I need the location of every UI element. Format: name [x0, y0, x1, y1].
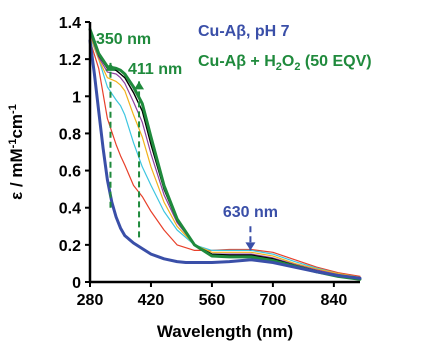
- legend-entry-h2o2-c: (50 EQV): [300, 53, 371, 70]
- x-tick-label: 700: [260, 292, 287, 309]
- series-line-intermediate: [89, 36, 361, 278]
- y-tick-label: 0.8: [59, 126, 81, 143]
- y-tick-label: 0.2: [59, 238, 81, 255]
- y-axis-title: ε / mM-1cm-1: [7, 104, 26, 200]
- y-tick-label: 1.2: [59, 52, 81, 69]
- y-tick-label: 1: [72, 89, 81, 106]
- x-tick-label: 420: [138, 292, 165, 309]
- legend-entry-h2o2-sub2: 2: [294, 61, 300, 73]
- x-tick-label: 560: [199, 292, 226, 309]
- series-layer: [88, 27, 362, 281]
- series-line-intermediate: [89, 34, 361, 278]
- legend-entry-h2o2-a: Cu-Aβ + H: [198, 53, 276, 70]
- annotation-630nm: 630 nm: [223, 204, 278, 221]
- series-line-intermediate: [89, 32, 361, 279]
- annotation-arrowhead: [245, 242, 256, 251]
- series-line-intermediate: [89, 39, 361, 277]
- annotation-arrowhead: [105, 62, 116, 71]
- x-tick-label: 280: [77, 292, 104, 309]
- y-tick-label: 0.6: [59, 164, 81, 181]
- annotation-411nm: 411 nm: [128, 61, 182, 78]
- y-tick-label: 0: [72, 275, 81, 292]
- y-tick-label: 0.4: [59, 201, 81, 218]
- series-line-initial: [88, 39, 362, 280]
- x-tick-layer: 280 420 560 700 840: [77, 282, 348, 309]
- y-axis-title-sup2: -1: [7, 104, 19, 114]
- y-axis-title-main: ε / mM: [7, 148, 26, 200]
- annotation-layer: 350 nm 411 nm 630 nm: [96, 31, 278, 251]
- annotation-350nm: 350 nm: [96, 31, 151, 48]
- y-axis-title-mid: cm: [7, 114, 26, 139]
- y-tick-layer: 0 0.2 0.4 0.6 0.8 1 1.2 1.4: [59, 15, 90, 292]
- y-axis-title-sup1: -1: [7, 139, 19, 149]
- x-tick-label: 840: [321, 292, 348, 309]
- legend-entry-initial: Cu-Aβ, pH 7: [198, 23, 290, 40]
- x-axis-title: Wavelength (nm): [157, 322, 293, 341]
- axis-layer: [88, 22, 360, 284]
- legend-entry-h2o2-sub1: 2: [276, 61, 282, 73]
- annotation-arrowhead: [134, 81, 145, 90]
- legend-entry-h2o2-b: O: [282, 53, 294, 70]
- legend-entry-h2o2: Cu-Aβ + H2O2 (50 EQV): [198, 53, 372, 73]
- y-tick-label: 1.4: [59, 15, 81, 32]
